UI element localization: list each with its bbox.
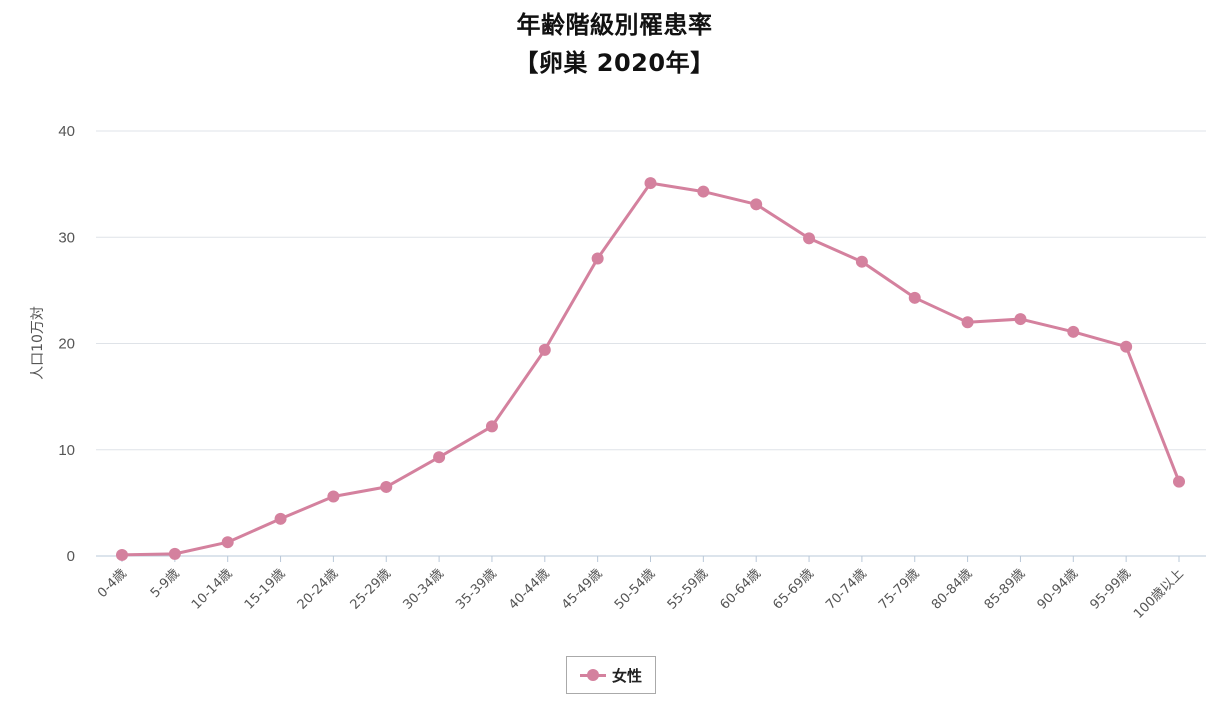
x-tick-label: 80-84歳 xyxy=(929,566,976,613)
data-point[interactable] xyxy=(1014,313,1027,326)
chart-subtitle: 【卵巣 2020年】 xyxy=(514,49,715,77)
x-tick-label: 10-14歳 xyxy=(189,566,236,613)
x-tick-label: 75-79歳 xyxy=(876,566,923,613)
data-point[interactable] xyxy=(538,343,551,356)
data-point[interactable] xyxy=(803,232,816,245)
data-point[interactable] xyxy=(433,451,446,464)
x-tick-label: 55-59歳 xyxy=(665,566,712,613)
x-tick-label: 95-99歳 xyxy=(1087,566,1134,613)
y-tick-label: 20 xyxy=(58,336,75,353)
data-point[interactable] xyxy=(274,512,287,525)
x-tick-label: 90-94歳 xyxy=(1035,566,1082,613)
grid-lines xyxy=(96,130,1206,557)
data-point[interactable] xyxy=(644,177,657,190)
legend-marker-icon xyxy=(579,669,606,681)
x-tick-label: 45-49歳 xyxy=(559,566,606,613)
chart-title-block: 年齢階級別罹患率 【卵巣 2020年】 xyxy=(0,6,1229,82)
x-tick-label: 20-24歳 xyxy=(295,566,342,613)
y-tick-label: 30 xyxy=(58,229,75,246)
y-tick-label: 0 xyxy=(67,548,75,565)
x-tick-label: 65-69歳 xyxy=(770,566,817,613)
data-point[interactable] xyxy=(1067,325,1080,338)
y-axis-ticks: 0 10 20 30 40 xyxy=(58,123,75,565)
data-point[interactable] xyxy=(908,291,921,304)
x-tick-label: 60-64歳 xyxy=(718,566,765,613)
data-point[interactable] xyxy=(1120,340,1133,353)
data-point[interactable] xyxy=(591,252,604,265)
x-tick-label: 35-39歳 xyxy=(453,566,500,613)
legend-label: 女性 xyxy=(611,666,642,685)
x-tick-label: 70-74歳 xyxy=(823,566,870,613)
x-tick-label: 40-44歳 xyxy=(506,566,553,613)
data-point[interactable] xyxy=(380,480,393,493)
data-point[interactable] xyxy=(221,536,234,549)
y-tick-label: 10 xyxy=(58,442,75,459)
x-tick-label: 15-19歳 xyxy=(242,566,289,613)
x-tick-label: 5-9歳 xyxy=(148,566,183,601)
x-tick-label: 85-89歳 xyxy=(982,566,1029,613)
series-line-female xyxy=(121,181,1181,557)
x-tick-label: 100歳以上 xyxy=(1131,566,1187,622)
data-point[interactable] xyxy=(855,255,868,268)
data-point[interactable] xyxy=(1173,475,1185,488)
legend-item-female[interactable]: 女性 xyxy=(566,656,656,694)
chart-title: 年齢階級別罹患率 xyxy=(516,11,713,39)
x-tick-label: 30-34歳 xyxy=(400,566,447,613)
x-axis-ticks: 0-4歳 5-9歳 10-14歳 15-19歳 20-24歳 25-29歳 30-34歳 35… xyxy=(95,556,1187,622)
x-tick-label: 0-4歳 xyxy=(95,566,130,601)
x-tick-label: 25-29歳 xyxy=(348,566,395,613)
data-point[interactable] xyxy=(961,316,974,329)
data-point[interactable] xyxy=(168,547,181,560)
data-point[interactable] xyxy=(750,198,763,211)
data-point[interactable] xyxy=(697,185,710,198)
data-point[interactable] xyxy=(327,490,340,503)
x-tick-label: 50-54歳 xyxy=(612,566,659,613)
y-axis-label: 人口10万対 xyxy=(30,306,46,380)
series-group xyxy=(116,177,1185,561)
data-point[interactable] xyxy=(116,548,128,561)
y-tick-label: 40 xyxy=(58,123,75,140)
data-point[interactable] xyxy=(485,420,498,433)
